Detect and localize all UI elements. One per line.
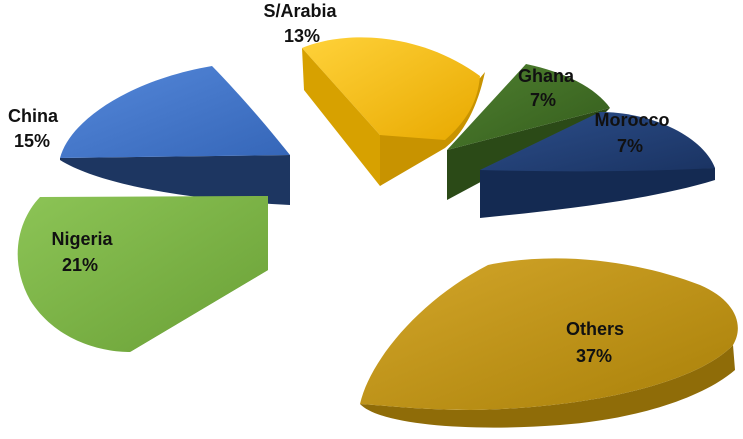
slice-ghana-top bbox=[447, 64, 610, 150]
slice-others-top bbox=[360, 258, 738, 410]
slice-others-side bbox=[360, 345, 735, 428]
value-ghana: 7% bbox=[530, 90, 556, 110]
value-morocco: 7% bbox=[617, 136, 643, 156]
slice-china-side bbox=[60, 155, 290, 205]
label-s-arabia: S/Arabia bbox=[263, 1, 337, 21]
slice-s-arabia bbox=[302, 37, 485, 186]
slice-others bbox=[360, 258, 738, 428]
slice-s-arabia-top bbox=[302, 37, 480, 140]
slice-china bbox=[60, 66, 290, 205]
slice-china-top bbox=[60, 66, 290, 158]
value-nigeria: 21% bbox=[62, 255, 98, 275]
label-morocco: Morocco bbox=[594, 110, 669, 130]
label-ghana: Ghana bbox=[518, 66, 575, 86]
value-china: 15% bbox=[14, 131, 50, 151]
value-others: 37% bbox=[576, 346, 612, 366]
slice-morocco bbox=[480, 112, 715, 218]
label-china: China bbox=[8, 106, 59, 126]
label-nigeria: Nigeria bbox=[51, 229, 113, 249]
slice-nigeria bbox=[17, 196, 268, 352]
slice-morocco-top bbox=[480, 112, 715, 172]
slice-morocco-side bbox=[480, 168, 715, 218]
value-s-arabia: 13% bbox=[284, 26, 320, 46]
label-others: Others bbox=[566, 319, 624, 339]
slice-nigeria-top bbox=[17, 196, 268, 352]
